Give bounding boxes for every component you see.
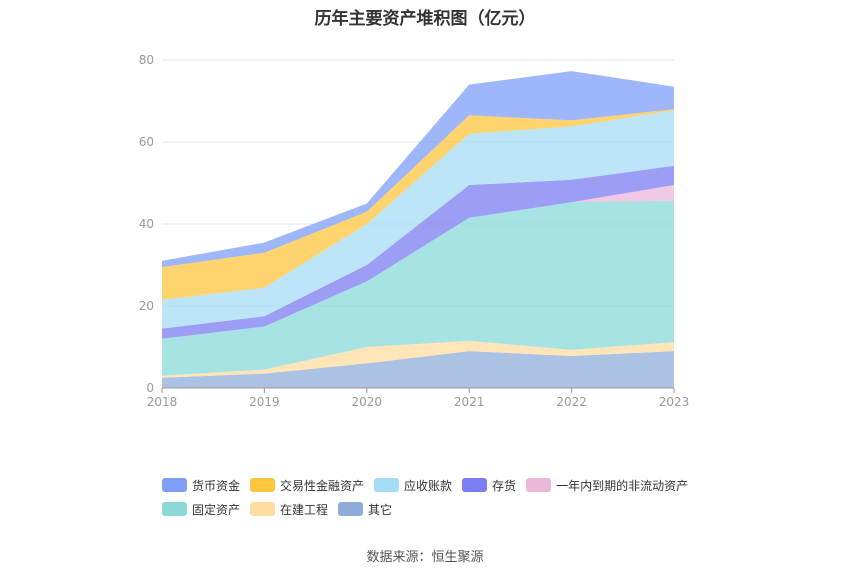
legend-item-yinianneidaoqi[interactable]: 一年内到期的非流动资产 <box>526 477 688 494</box>
legend-swatch <box>162 502 187 516</box>
x-tick-label: 2023 <box>659 395 690 409</box>
area-其它 <box>162 351 674 388</box>
legend-swatch <box>462 478 488 492</box>
x-tick-label: 2020 <box>352 395 383 409</box>
x-axis-labels: 2018 2019 2020 2021 2022 2023 <box>147 395 690 409</box>
legend-swatch <box>374 478 400 492</box>
legend-label: 应收账款 <box>404 478 453 493</box>
data-source-note: 数据来源：恒生聚源 <box>366 550 484 565</box>
x-tick-label: 2018 <box>147 395 178 409</box>
y-tick-label: 80 <box>139 53 154 67</box>
legend-item-yingshouzhangkuan[interactable]: 应收账款 <box>374 477 452 494</box>
legend-item-gudingzichan[interactable]: 固定资产 <box>162 501 240 518</box>
chart-title: 历年主要资产堆积图（亿元） <box>314 9 536 29</box>
x-tick-label: 2022 <box>556 395 587 409</box>
legend-swatch <box>250 478 276 492</box>
legend-item-qita[interactable]: 其它 <box>338 501 392 518</box>
legend-swatch <box>250 502 276 516</box>
legend-item-jiaoyixingjinrongzichan[interactable]: 交易性金融资产 <box>250 477 364 494</box>
y-tick-label: 0 <box>146 381 154 395</box>
legend-row-1: 货币资金 交易性金融资产 应收账款 存货 一年内到期的非流动资产 <box>162 473 722 497</box>
area-一年内到期的非流动资产 <box>162 185 674 339</box>
legend-item-zaijiangongcheng[interactable]: 在建工程 <box>250 501 328 518</box>
legend-label: 货币资金 <box>192 478 241 493</box>
area-存货 <box>162 165 674 339</box>
legend-item-cunhuo[interactable]: 存货 <box>462 477 516 494</box>
y-axis-labels: 0 20 40 60 80 <box>139 53 154 395</box>
legend-swatch <box>338 502 364 516</box>
area-应收账款 <box>162 110 674 329</box>
area-series <box>162 71 674 388</box>
legend-label: 其它 <box>368 502 393 517</box>
area-在建工程 <box>162 340 674 378</box>
legend-label: 一年内到期的非流动资产 <box>556 478 689 493</box>
legend-label: 在建工程 <box>280 502 329 517</box>
legend-label: 存货 <box>492 478 517 493</box>
legend-swatch <box>526 478 552 492</box>
legend-item-huobizijin[interactable]: 货币资金 <box>162 477 240 494</box>
legend-label: 固定资产 <box>192 502 241 517</box>
y-tick-label: 40 <box>139 217 154 231</box>
legend-swatch <box>162 478 187 492</box>
x-tick-label: 2019 <box>249 395 280 409</box>
y-tick-label: 60 <box>139 135 154 149</box>
area-固定资产 <box>162 200 674 376</box>
legend-label: 交易性金融资产 <box>280 478 365 493</box>
legend: 货币资金 交易性金融资产 应收账款 存货 一年内到期的非流动资产 固定资产 在建… <box>162 473 722 521</box>
y-tick-label: 20 <box>139 299 154 313</box>
x-axis <box>161 387 675 393</box>
area-交易性金融资产 <box>162 109 674 300</box>
legend-row-2: 固定资产 在建工程 其它 <box>162 497 722 521</box>
x-tick-label: 2021 <box>454 395 485 409</box>
area-货币资金 <box>162 71 674 268</box>
